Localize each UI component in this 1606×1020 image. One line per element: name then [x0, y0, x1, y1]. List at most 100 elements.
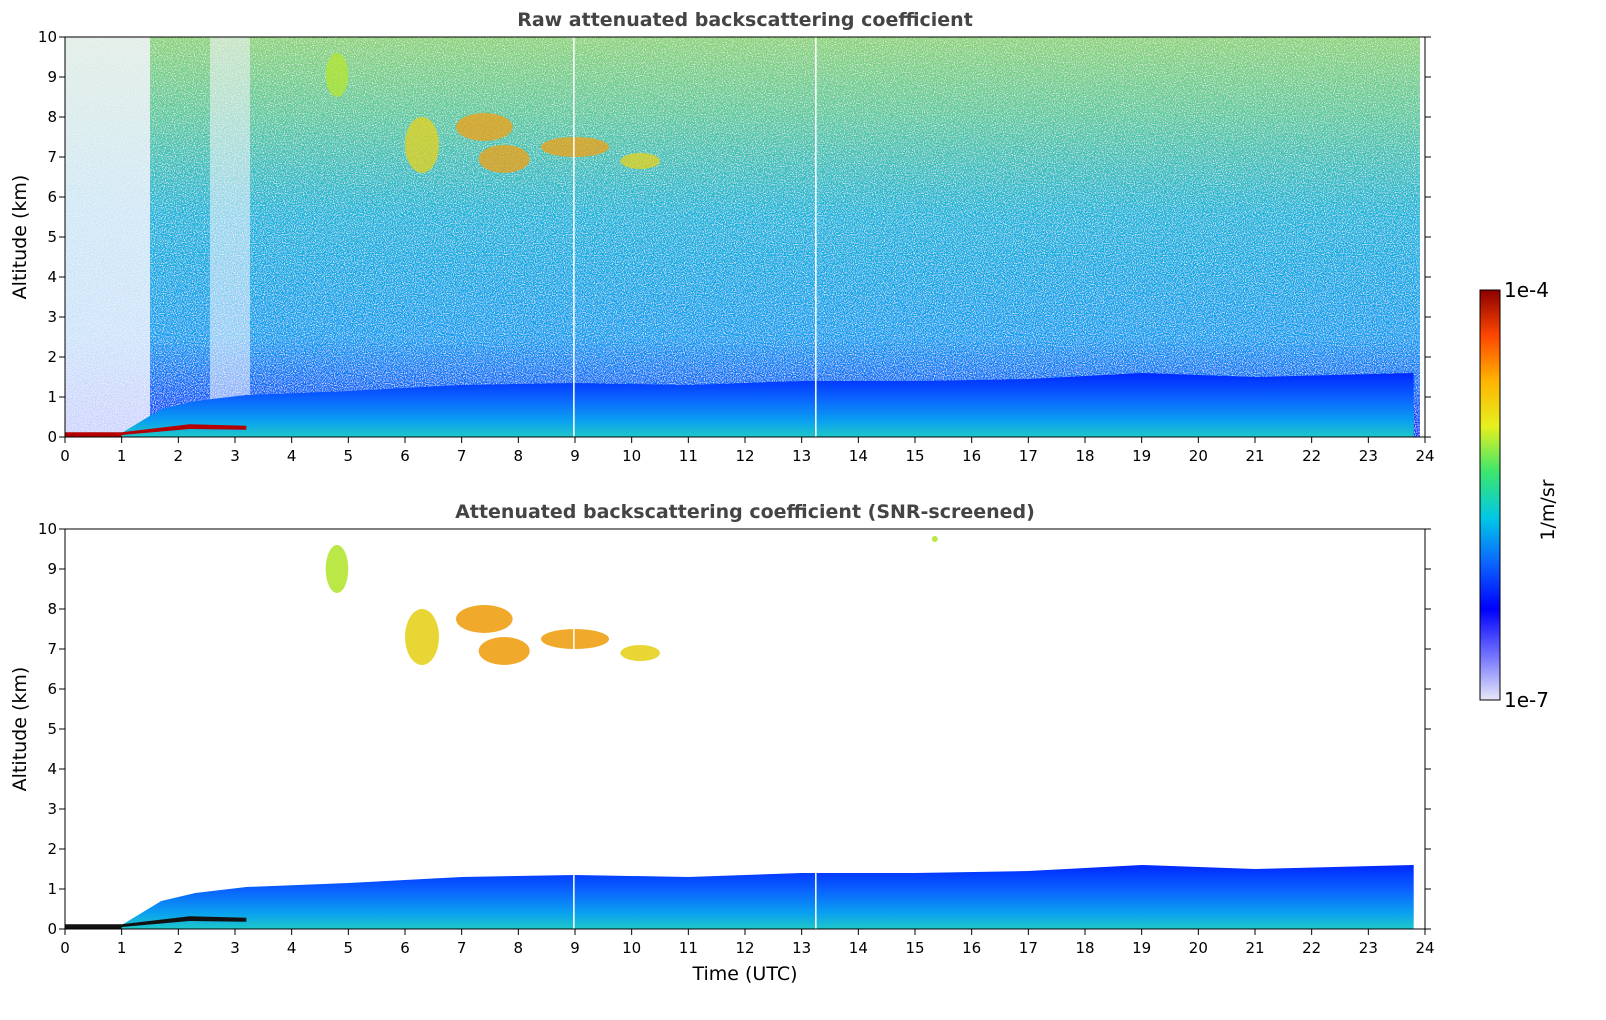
x-tick-label: 22 — [1302, 939, 1321, 957]
x-tick-label: 16 — [962, 447, 981, 465]
y-tick-label: 10 — [38, 520, 57, 538]
x-tick-label: 3 — [230, 939, 240, 957]
x-tick-label: 4 — [287, 939, 297, 957]
x-tick-label: 18 — [1075, 447, 1094, 465]
x-tick-label: 21 — [1245, 939, 1264, 957]
colorbar-gradient — [1479, 289, 1501, 701]
y-tick-label: 3 — [47, 800, 57, 818]
x-tick-label: 17 — [1019, 939, 1038, 957]
surface-layer — [65, 424, 247, 437]
colorbar: 1e-4 1e-7 1/m/sr — [1479, 278, 1559, 712]
snr-screened-panel: Attenuated backscattering coefficient (S… — [9, 501, 1435, 985]
y-tick-label: 4 — [47, 760, 57, 778]
cloud-patch — [405, 609, 439, 665]
y-tick-label: 6 — [47, 188, 57, 206]
x-tick-label: 13 — [792, 939, 811, 957]
x-tick-label: 16 — [962, 939, 981, 957]
x-axis-label: Time (UTC) — [691, 963, 797, 985]
x-tick-label: 11 — [679, 939, 698, 957]
x-tick-label: 17 — [1019, 447, 1038, 465]
x-tick-label: 22 — [1302, 447, 1321, 465]
y-axis-label: Altitude (km) — [9, 667, 31, 792]
x-tick-label: 1 — [117, 447, 127, 465]
y-tick-label: 9 — [47, 560, 57, 578]
y-axis: 0 1 2 3 4 5 6 7 8 9 10 — [38, 520, 1431, 938]
colorbar-unit-label: 1/m/sr — [1537, 479, 1559, 540]
chart-title: Attenuated backscattering coefficient (S… — [455, 501, 1035, 523]
x-tick-label: 2 — [174, 447, 184, 465]
y-tick-label: 3 — [47, 308, 57, 326]
x-tick-label: 3 — [230, 447, 240, 465]
cloud-patch — [541, 629, 609, 649]
x-tick-label: 20 — [1189, 447, 1208, 465]
cloud-patch — [620, 153, 660, 169]
x-tick-label: 8 — [514, 447, 524, 465]
x-tick-label: 23 — [1359, 447, 1378, 465]
x-tick-label: 6 — [400, 939, 410, 957]
cloud-patch — [325, 53, 349, 97]
x-tick-label: 24 — [1415, 939, 1434, 957]
cloud-patch — [541, 137, 609, 157]
x-tick-label: 19 — [1132, 447, 1151, 465]
data-end-strip — [1420, 37, 1425, 437]
data-gaps — [573, 529, 817, 929]
x-tick-label: 14 — [849, 447, 868, 465]
y-tick-label: 5 — [47, 228, 57, 246]
y-tick-label: 0 — [47, 920, 57, 938]
x-tick-label: 2 — [174, 939, 184, 957]
x-tick-label: 9 — [570, 447, 580, 465]
cloud-patch — [478, 637, 530, 665]
x-tick-label: 12 — [735, 939, 754, 957]
cloud-patch — [931, 536, 938, 542]
y-tick-label: 0 — [47, 428, 57, 446]
cloud-layer — [325, 53, 660, 173]
boundary-layer — [65, 373, 1414, 437]
y-tick-label: 7 — [47, 148, 57, 166]
surface-layer — [65, 916, 247, 929]
x-tick-label: 8 — [514, 939, 524, 957]
heatmap-field — [65, 529, 1425, 929]
colorbar-min-label: 1e-7 — [1504, 688, 1549, 712]
y-tick-label: 1 — [47, 388, 57, 406]
x-tick-label: 6 — [400, 447, 410, 465]
y-tick-label: 8 — [47, 600, 57, 618]
chart-title: Raw attenuated backscattering coefficien… — [517, 9, 973, 31]
cloud-patch — [405, 117, 439, 173]
y-tick-label: 1 — [47, 880, 57, 898]
x-axis: 0 1 2 3 4 5 6 7 8 9 10 11 12 13 14 15 16 17 18 19 20 21 22 23 24 — [60, 929, 1435, 957]
x-tick-label: 10 — [622, 447, 641, 465]
x-tick-label: 23 — [1359, 939, 1378, 957]
colorbar-max-label: 1e-4 — [1504, 278, 1549, 302]
x-tick-label: 18 — [1075, 939, 1094, 957]
cloud-patch — [456, 113, 513, 141]
cloud-layer — [325, 536, 938, 665]
boundary-layer — [65, 865, 1414, 929]
cloud-patch — [620, 645, 660, 661]
x-tick-label: 12 — [735, 447, 754, 465]
noise-field — [65, 37, 1425, 437]
y-tick-label: 6 — [47, 680, 57, 698]
y-tick-label: 4 — [47, 268, 57, 286]
x-tick-label: 24 — [1415, 447, 1434, 465]
cloud-patch — [456, 605, 513, 633]
heatmap-field — [65, 37, 1425, 437]
background — [65, 529, 1425, 929]
x-tick-label: 21 — [1245, 447, 1264, 465]
x-tick-label: 15 — [905, 939, 924, 957]
x-tick-label: 0 — [60, 939, 70, 957]
y-tick-label: 5 — [47, 720, 57, 738]
daylight-low-signal-zone — [65, 37, 150, 437]
y-tick-label: 8 — [47, 108, 57, 126]
x-tick-label: 10 — [622, 939, 641, 957]
x-tick-label: 14 — [849, 939, 868, 957]
x-tick-label: 1 — [117, 939, 127, 957]
cloud-patch — [325, 545, 349, 593]
y-axis: 0 1 2 3 4 5 6 7 8 9 10 — [38, 28, 1431, 446]
x-tick-label: 7 — [457, 939, 467, 957]
y-axis-label: Altitude (km) — [9, 175, 31, 300]
raw-backscatter-panel: Raw attenuated backscattering coefficien… — [9, 9, 1435, 465]
y-tick-label: 2 — [47, 348, 57, 366]
x-tick-label: 5 — [344, 447, 354, 465]
x-tick-label: 7 — [457, 447, 467, 465]
